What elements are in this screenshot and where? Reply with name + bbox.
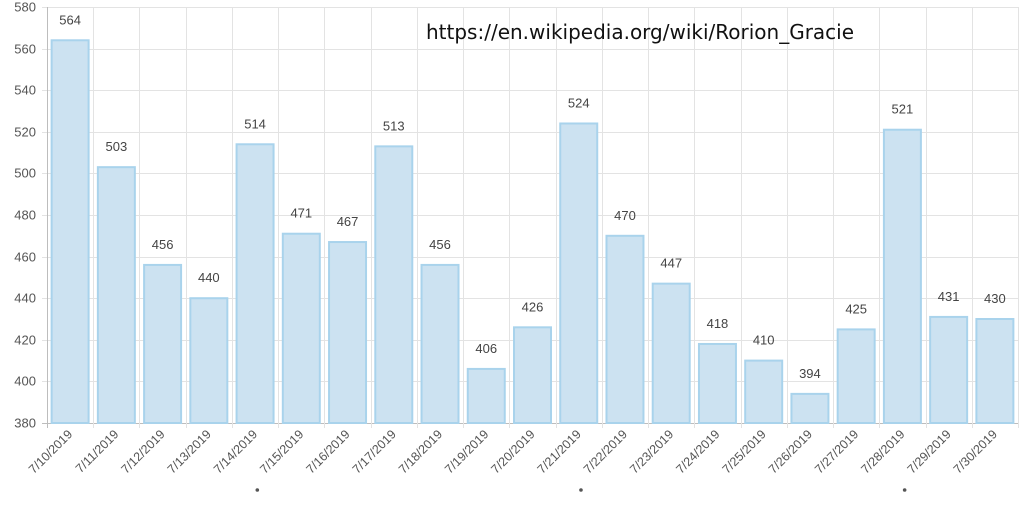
y-tick-label: 540 (14, 83, 36, 98)
weekday-marker-dot (902, 488, 907, 492)
bar (189, 297, 229, 425)
bar (96, 166, 136, 424)
x-tick-label: 7/12/2019 (118, 427, 167, 476)
bar-value-label: 394 (799, 366, 821, 381)
x-tick-label: 7/15/2019 (257, 427, 306, 476)
y-tick-label: 580 (14, 0, 36, 15)
bar (328, 241, 368, 424)
y-tick-label: 560 (14, 42, 36, 57)
weekday-marker-dot (255, 488, 260, 492)
bar (374, 145, 414, 425)
bar (651, 282, 691, 425)
bar (975, 318, 1015, 424)
x-tick-label: 7/14/2019 (211, 427, 260, 476)
x-tick-label: 7/18/2019 (396, 427, 445, 476)
x-tick-label: 7/27/2019 (812, 427, 861, 476)
bar-value-label: 447 (660, 256, 682, 271)
bar (929, 315, 969, 425)
y-tick-label: 440 (14, 291, 36, 306)
bar-value-label: 440 (198, 270, 220, 285)
bar (235, 143, 275, 424)
x-tick-label: 7/20/2019 (488, 427, 537, 476)
bar (790, 392, 830, 425)
bar (605, 234, 645, 424)
x-tick-label: 7/26/2019 (766, 427, 815, 476)
weekday-marker-dot (579, 488, 583, 492)
bar-value-label: 425 (845, 301, 867, 316)
bar (559, 122, 599, 424)
bar-value-label: 418 (707, 316, 729, 331)
bar-value-label: 524 (568, 95, 590, 110)
bar-value-label: 431 (938, 289, 960, 304)
bar (836, 328, 876, 424)
bar-value-label: 430 (984, 291, 1006, 306)
y-tick-label: 400 (14, 374, 36, 389)
x-tick-label: 7/11/2019 (73, 427, 122, 476)
x-tick-label: 7/25/2019 (720, 427, 769, 476)
source-url-annotation: https://en.wikipedia.org/wiki/Rorion_Gra… (426, 20, 855, 44)
x-tick-label: 7/21/2019 (535, 427, 584, 476)
y-tick-label: 480 (14, 208, 36, 223)
x-tick-label: 7/24/2019 (673, 427, 722, 476)
x-tick-label: 7/23/2019 (627, 427, 676, 476)
bar-value-label: 471 (290, 206, 312, 221)
bar-value-label: 521 (892, 102, 914, 117)
bar (882, 128, 922, 424)
bar (697, 342, 737, 424)
x-tick-label: 7/17/2019 (350, 427, 399, 476)
x-tick-label: 7/30/2019 (951, 427, 1000, 476)
bar-value-label: 406 (475, 341, 497, 356)
bar-value-label: 456 (152, 237, 174, 252)
y-tick-label: 460 (14, 250, 36, 265)
bar-value-label: 456 (429, 237, 451, 252)
y-tick-label: 520 (14, 125, 36, 140)
x-tick-label: 7/13/2019 (165, 427, 214, 476)
bar-value-label: 410 (753, 333, 775, 348)
x-tick-label: 7/22/2019 (581, 427, 630, 476)
bar (420, 263, 460, 425)
x-tick-label: 7/19/2019 (442, 427, 491, 476)
y-tick-label: 420 (14, 333, 36, 348)
bar-value-label: 467 (337, 214, 359, 229)
x-tick-label: 7/28/2019 (858, 427, 907, 476)
bar-value-label: 426 (522, 299, 544, 314)
y-tick-label: 500 (14, 166, 36, 181)
y-tick-label: 380 (14, 416, 36, 431)
bar (744, 359, 784, 425)
bar (513, 326, 552, 425)
bar-value-label: 514 (244, 116, 266, 131)
bar-value-label: 470 (614, 208, 636, 223)
bar-value-label: 503 (106, 139, 128, 154)
bar-value-label: 564 (59, 12, 81, 27)
x-tick-label: 7/29/2019 (905, 427, 954, 476)
bar-value-label: 513 (383, 118, 405, 133)
bar (50, 39, 90, 424)
bar (466, 367, 506, 425)
x-tick-label: 7/16/2019 (303, 427, 352, 476)
bar (281, 232, 321, 424)
x-tick-label: 7/10/2019 (26, 427, 75, 476)
bar (143, 263, 183, 425)
